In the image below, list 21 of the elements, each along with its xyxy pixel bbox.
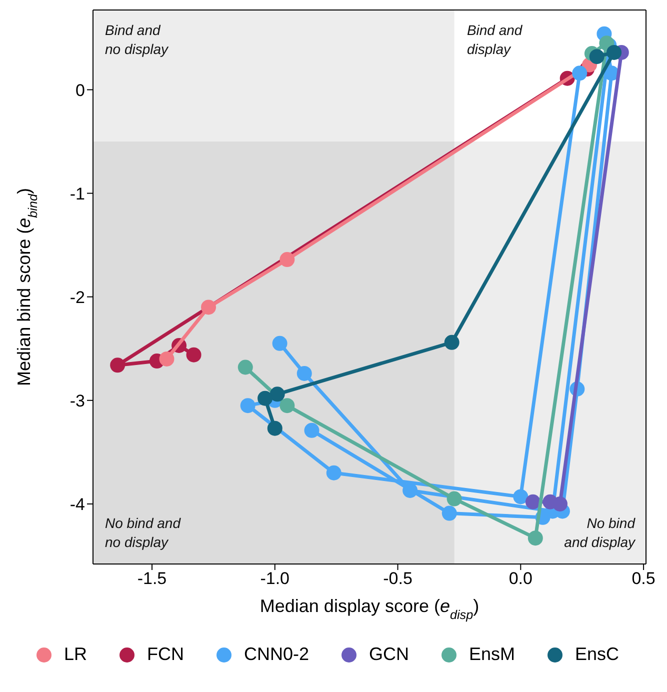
legend-label: EnsC xyxy=(575,644,620,665)
legend-label: EnsM xyxy=(469,644,516,665)
annotation: Bind and no display xyxy=(105,21,168,59)
y-tick-label: -2 xyxy=(70,288,85,307)
x-tick-label: 0.0 xyxy=(508,569,532,588)
annotation: Bind and display xyxy=(466,21,522,59)
x-tick-label: -1.0 xyxy=(260,569,290,588)
y-tick-label: 0 xyxy=(76,80,85,100)
legend-label: LR xyxy=(64,644,87,665)
legend-label: GCN xyxy=(369,644,409,665)
legend-label: FCN xyxy=(146,644,184,665)
y-tick-label: -3 xyxy=(70,391,85,410)
x-tick-label: 0.5 xyxy=(632,569,656,588)
legend-label: CNN0-2 xyxy=(244,644,309,665)
annotation: No bind and no display xyxy=(105,514,181,552)
x-tick-label: -0.5 xyxy=(383,569,412,588)
x-axis-title: Median display score (e$_{disp}$) xyxy=(260,596,480,622)
x-tick-label: -1.5 xyxy=(137,569,167,588)
y-tick-label: -1 xyxy=(70,184,85,204)
y-tick-label: -4 xyxy=(70,494,85,514)
annotation: No bind and display xyxy=(564,514,635,552)
